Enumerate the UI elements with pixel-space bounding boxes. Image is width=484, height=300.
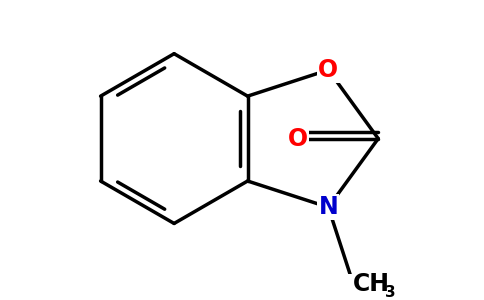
Text: O: O <box>287 127 308 151</box>
Text: 3: 3 <box>385 285 396 300</box>
Text: N: N <box>318 195 338 219</box>
Text: O: O <box>318 58 338 82</box>
Text: CH: CH <box>353 272 390 296</box>
